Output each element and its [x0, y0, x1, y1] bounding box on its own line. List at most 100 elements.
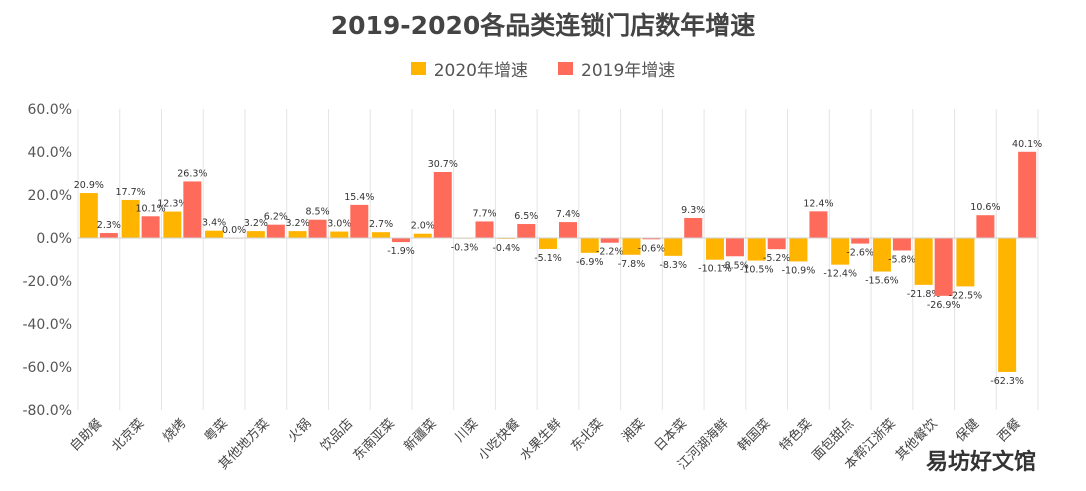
data-label-2019: 0.0% — [222, 225, 246, 236]
data-label-2020: 2.7% — [369, 219, 393, 230]
bar-2019 — [559, 222, 577, 238]
data-label-2020: -5.1% — [534, 253, 562, 264]
y-tick-label: -40.0% — [22, 317, 72, 333]
x-tick-label: 粤菜 — [201, 416, 231, 446]
x-tick-label: 火锅 — [285, 416, 315, 446]
bar-2020 — [330, 231, 349, 238]
data-label-2019: 15.4% — [344, 192, 374, 203]
data-label-2019: 2.3% — [97, 220, 121, 231]
x-tick-label: 保健 — [953, 416, 982, 445]
data-label-2020: -12.4% — [823, 269, 857, 280]
bar-2020 — [914, 238, 933, 285]
bar-2019 — [851, 238, 870, 244]
data-label-2020: -10.1% — [698, 264, 732, 275]
legend: 2020年增速 2019年增速 — [0, 56, 1086, 81]
y-tick-label: 40.0% — [28, 145, 72, 161]
x-tick-label: 自助餐 — [67, 416, 106, 455]
bar-2019 — [517, 224, 536, 238]
data-label-2019: 9.3% — [681, 205, 705, 216]
data-label-2019: -5.8% — [888, 254, 916, 265]
data-label-2020: -8.3% — [659, 260, 687, 271]
y-tick-label: 60.0% — [28, 102, 72, 118]
data-label-2020: -0.4% — [492, 243, 520, 254]
x-tick-label: 西餐 — [994, 416, 1024, 446]
bar-2020 — [580, 238, 599, 253]
data-label-2020: 3.0% — [327, 219, 351, 230]
bar-2019 — [934, 238, 953, 296]
bar-2019 — [183, 181, 202, 238]
bar-2019 — [350, 204, 369, 238]
bar-2019 — [809, 211, 828, 238]
bar-2020 — [246, 231, 265, 238]
data-label-2019: -26.9% — [927, 300, 961, 311]
data-label-2019: 7.4% — [556, 209, 580, 220]
bar-2020 — [872, 238, 891, 272]
x-tick-label: 湘菜 — [619, 416, 648, 445]
data-label-2019: 6.2% — [264, 212, 288, 223]
bar-2020 — [372, 232, 391, 238]
data-label-2020: -15.6% — [865, 276, 899, 287]
data-label-2020: -21.8% — [907, 289, 941, 300]
x-tick-label: 小吃快餐 — [475, 416, 523, 464]
legend-swatch-2019 — [558, 62, 573, 75]
bar-2020 — [705, 238, 724, 260]
bar-2020 — [622, 238, 641, 255]
bar-2020 — [79, 193, 98, 238]
bar-2020 — [956, 238, 975, 287]
bar-2019 — [767, 238, 786, 250]
bar-2019 — [600, 238, 619, 243]
bar-2019 — [308, 219, 327, 238]
legend-item-2020: 2020年增速 — [410, 56, 528, 81]
data-label-2019: -2.2% — [596, 247, 624, 258]
bar-2019 — [433, 171, 452, 238]
x-tick-label: 烧烤 — [160, 416, 189, 445]
bar-2020 — [664, 238, 683, 256]
data-label-2020: 12.3% — [157, 199, 187, 210]
legend-item-2019: 2019年增速 — [558, 56, 675, 81]
y-tick-label: 20.0% — [28, 188, 72, 204]
bar-2019 — [684, 218, 703, 238]
x-tick-label: 东北菜 — [568, 416, 606, 454]
x-tick-label: 水果生鲜 — [517, 416, 564, 463]
data-label-2019: -1.9% — [387, 246, 415, 257]
data-label-2020: -10.9% — [782, 265, 816, 276]
data-label-2020: -6.9% — [576, 257, 604, 268]
bar-2020 — [121, 199, 140, 238]
data-label-2019: 40.1% — [1012, 139, 1042, 150]
chart-title: 2019-2020各品类连锁门店数年增速 — [330, 11, 756, 40]
bar-2020 — [205, 230, 224, 238]
data-label-2019: 10.6% — [970, 202, 1000, 213]
bar-2019 — [99, 233, 118, 238]
data-label-2020: -0.3% — [451, 243, 479, 254]
bar-2019 — [392, 238, 411, 243]
x-tick-label: 特色菜 — [776, 416, 815, 455]
data-label-2019: 12.4% — [803, 198, 833, 209]
bar-2019 — [725, 238, 744, 257]
data-label-2020: 2.0% — [411, 221, 435, 232]
data-label-2020: 3.2% — [244, 218, 268, 229]
bar-2020 — [747, 238, 766, 261]
data-label-2019: -0.6% — [638, 243, 666, 254]
bar-2020 — [831, 238, 850, 265]
data-label-2020: 3.4% — [202, 218, 226, 229]
data-label-2019: 26.3% — [177, 168, 207, 179]
data-label-2019: 6.5% — [514, 211, 538, 222]
bar-2020 — [163, 211, 182, 238]
x-tick-label: 东南亚菜 — [350, 416, 398, 464]
x-tick-label: 日本菜 — [652, 416, 690, 454]
data-label-2019: -8.5% — [721, 260, 749, 271]
legend-label-2020: 2020年增速 — [433, 61, 528, 81]
y-tick-label: 0.0% — [36, 231, 72, 247]
y-tick-label: -80.0% — [22, 403, 72, 419]
x-tick-label: 川菜 — [452, 416, 481, 445]
bar-2019 — [475, 221, 494, 238]
watermark-text: 易坊好文馆 — [926, 450, 1037, 475]
x-tick-label: 北京菜 — [109, 416, 147, 454]
data-label-2020: -10.5% — [740, 265, 774, 276]
y-tick-label: -60.0% — [22, 360, 72, 376]
data-label-2020: -7.8% — [618, 259, 646, 270]
data-label-2020: -62.3% — [990, 376, 1024, 387]
bar-2019 — [266, 224, 285, 238]
legend-swatch-2020 — [410, 62, 426, 75]
